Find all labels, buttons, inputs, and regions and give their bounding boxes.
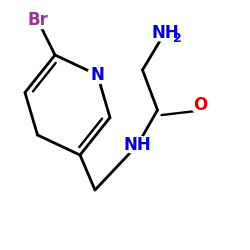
Ellipse shape: [148, 24, 182, 41]
Ellipse shape: [191, 96, 209, 114]
Text: N: N: [90, 66, 104, 84]
Text: Br: Br: [27, 11, 48, 29]
Ellipse shape: [122, 136, 152, 154]
Text: O: O: [193, 96, 207, 114]
Text: 2: 2: [173, 32, 182, 45]
Text: NH: NH: [124, 136, 152, 154]
Ellipse shape: [88, 66, 108, 84]
Text: NH: NH: [151, 24, 179, 42]
Ellipse shape: [20, 11, 55, 29]
